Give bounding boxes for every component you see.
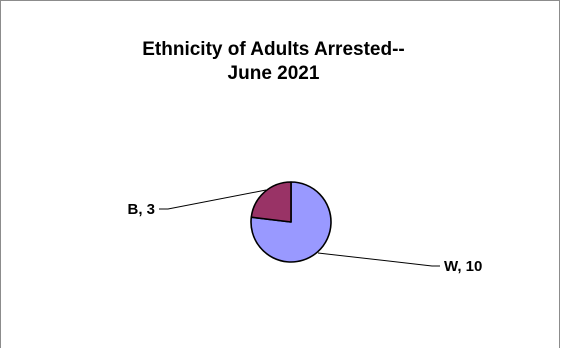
leader-line-w (317, 252, 440, 267)
chart-title-line-1: Ethnicity of Adults Arrested-- (142, 39, 405, 60)
leader-line-b (159, 189, 267, 210)
chart-title: Ethnicity of Adults Arrested-- June 2021 (1, 38, 546, 86)
pie-slice-b (250, 181, 292, 223)
pie-slice-w (250, 181, 332, 263)
data-label-w: W, 10 (444, 258, 482, 275)
data-label-b: B, 3 (127, 201, 155, 218)
chart-title-line-2: June 2021 (227, 63, 320, 84)
